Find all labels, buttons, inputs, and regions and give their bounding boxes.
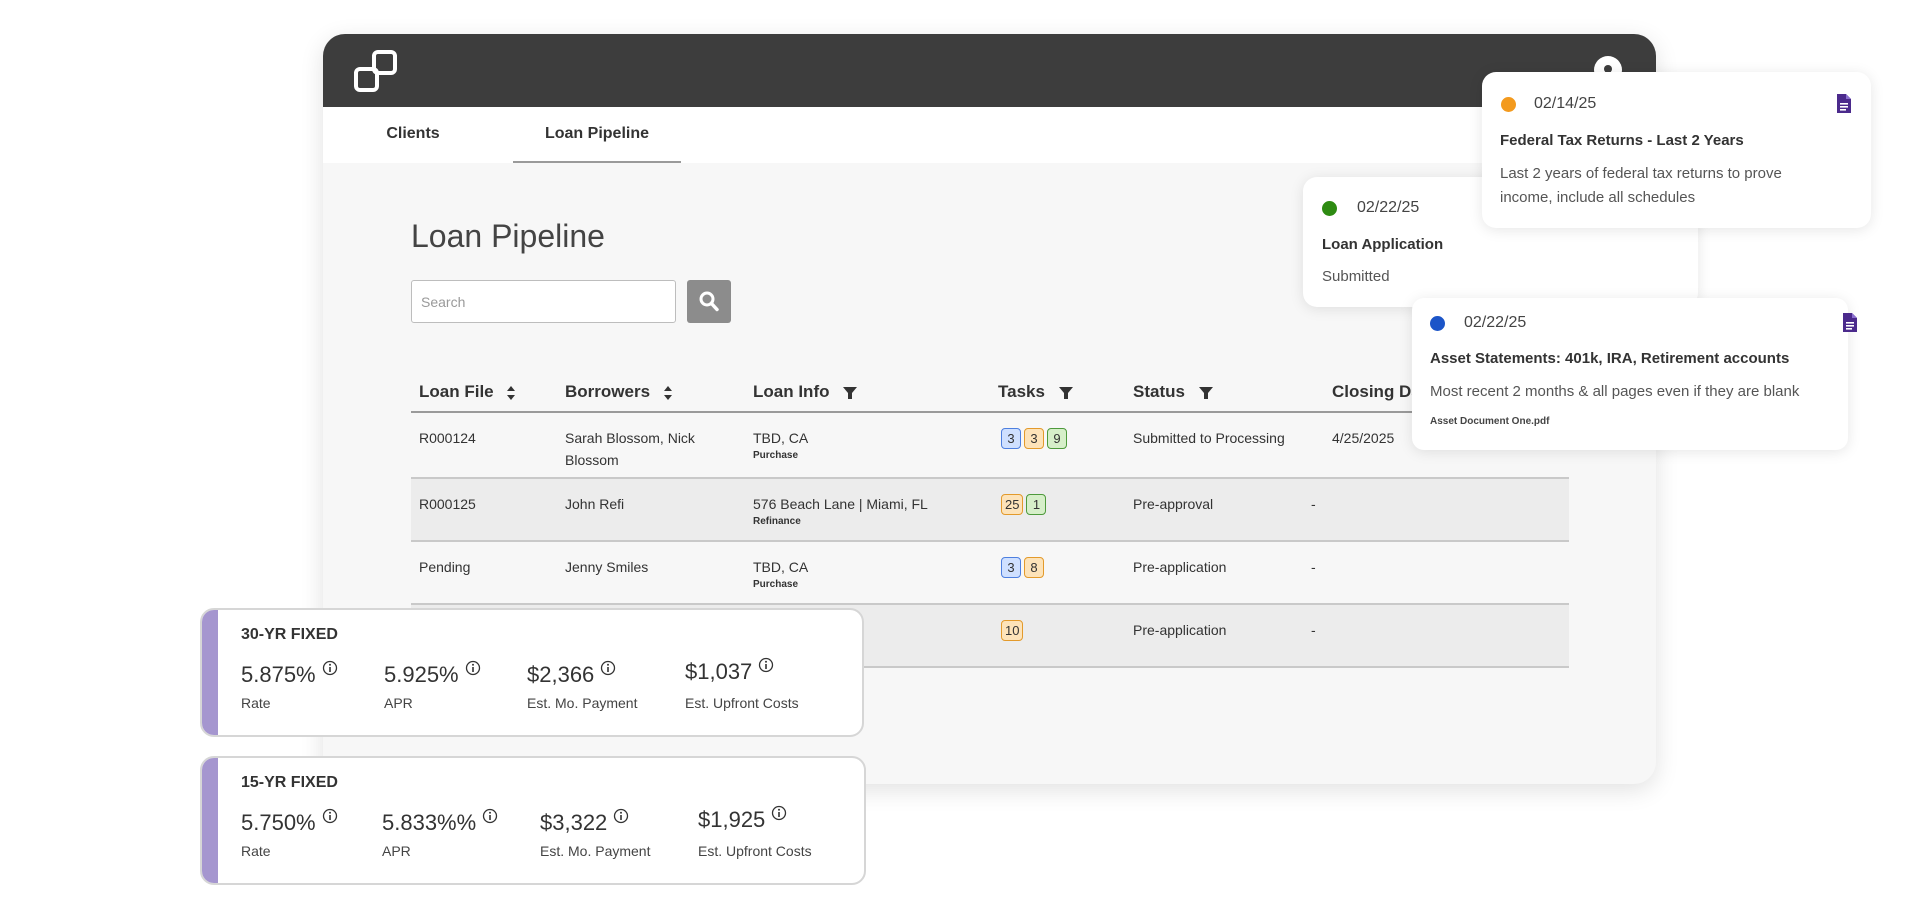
task-badge[interactable]: 3 [1001, 428, 1021, 449]
column-header-loan-info[interactable]: Loan Info [753, 382, 858, 402]
status-cell: Submitted to Processing [1133, 430, 1285, 446]
rate-card-15yr[interactable]: 15-YR FIXED 5.750% Rate 5.833%% APR $3,3… [200, 756, 866, 885]
loan-info-cell: 576 Beach Lane | Miami, FL Refinance [753, 493, 928, 529]
borrowers-cell: Jenny Smiles [565, 559, 649, 575]
task-badge[interactable]: 10 [1001, 620, 1024, 641]
status-dot-icon [1430, 316, 1445, 331]
metric-monthly-payment: $3,322 Est. Mo. Payment [540, 808, 651, 859]
column-header-closing-date[interactable]: Closing Da [1332, 382, 1421, 401]
notification-description: Most recent 2 months & all pages even if… [1430, 383, 1800, 400]
tab-bar: Clients Loan Pipeline [323, 107, 1656, 163]
info-icon[interactable] [758, 657, 774, 673]
task-badge[interactable]: 3 [1024, 428, 1044, 449]
metric-apr: 5.925% APR [384, 660, 481, 711]
info-icon[interactable] [322, 808, 338, 824]
info-icon[interactable] [322, 660, 338, 676]
notification-description: Last 2 years of federal tax returns to p… [1500, 165, 1782, 206]
search-icon [699, 291, 719, 312]
task-badge[interactable]: 25 [1001, 494, 1024, 515]
table-header: Loan File Borrowers Loan Info Tasks Stat… [411, 374, 1569, 413]
column-header-status[interactable]: Status [1133, 382, 1214, 402]
filter-icon[interactable] [1198, 386, 1214, 400]
task-badge[interactable]: 9 [1047, 428, 1067, 449]
metric-monthly-payment: $2,366 Est. Mo. Payment [527, 660, 638, 711]
sort-icon[interactable] [663, 385, 673, 401]
info-icon[interactable] [465, 660, 481, 676]
notification-card-tax-returns[interactable]: 02/14/25 Federal Tax Returns - Last 2 Ye… [1482, 72, 1871, 228]
notification-card-asset-statements[interactable]: 02/22/25 Asset Statements: 401k, IRA, Re… [1412, 298, 1857, 450]
loan-file-cell[interactable]: R000125 [419, 496, 476, 512]
loan-file-cell[interactable]: R000124 [419, 430, 476, 446]
loan-info-cell: TBD, CA Purchase [753, 556, 808, 592]
metric-rate: 5.875% Rate [241, 660, 338, 711]
column-header-borrowers[interactable]: Borrowers [565, 382, 673, 402]
page-title: Loan Pipeline [411, 218, 605, 254]
notification-date: 02/14/25 [1534, 95, 1597, 112]
task-badge[interactable]: 1 [1026, 494, 1047, 515]
metric-rate: 5.750% Rate [241, 808, 338, 859]
app-logo-icon[interactable] [353, 48, 399, 94]
task-badge[interactable]: 3 [1001, 557, 1021, 578]
accent-stripe [202, 610, 218, 735]
status-cell: Pre-application [1133, 559, 1227, 575]
sort-icon[interactable] [506, 385, 516, 401]
column-header-loan-file[interactable]: Loan File [419, 382, 516, 402]
metric-apr: 5.833%% APR [382, 808, 498, 859]
status-dot-icon [1501, 97, 1516, 112]
status-cell: Pre-approval [1133, 496, 1214, 512]
notification-title: Federal Tax Returns - Last 2 Years [1500, 132, 1744, 149]
task-badge[interactable]: 8 [1024, 557, 1044, 578]
document-icon[interactable] [1836, 93, 1852, 114]
tasks-cell: 10 [1001, 619, 1026, 641]
rate-card-title: 30-YR FIXED [241, 626, 338, 643]
column-header-tasks[interactable]: Tasks [998, 382, 1074, 402]
attachment-filename[interactable]: Asset Document One.pdf [1430, 416, 1550, 427]
table-row[interactable]: R000124 Sarah Blossom, Nick Blossom TBD,… [411, 413, 1569, 479]
loan-type: Purchase [753, 450, 799, 461]
closing-date-cell: - [1311, 496, 1316, 512]
table-row[interactable]: R000125 John Refi 576 Beach Lane | Miami… [411, 479, 1569, 542]
loan-address: 576 Beach Lane | Miami, FL [753, 496, 928, 512]
loan-info-cell: TBD, CA Purchase [753, 427, 808, 463]
tab-loan-pipeline[interactable]: Loan Pipeline [513, 107, 681, 163]
metric-upfront-costs: $1,925 Est. Upfront Costs [698, 805, 812, 859]
loan-address: TBD, CA [753, 430, 809, 446]
info-icon[interactable] [600, 660, 616, 676]
borrowers-cell: John Refi [565, 496, 625, 512]
search-input[interactable] [411, 280, 676, 323]
closing-date-cell: - [1311, 559, 1316, 575]
app-header [323, 34, 1656, 107]
loan-address: TBD, CA [753, 559, 809, 575]
notification-title: Asset Statements: 401k, IRA, Retirement … [1430, 350, 1790, 367]
loan-type: Refinance [753, 516, 801, 527]
filter-icon[interactable] [842, 386, 858, 400]
metric-upfront-costs: $1,037 Est. Upfront Costs [685, 657, 799, 711]
status-cell: Pre-application [1133, 622, 1227, 638]
status-dot-icon [1322, 201, 1337, 216]
info-icon[interactable] [771, 805, 787, 821]
info-icon[interactable] [613, 808, 629, 824]
notification-date: 02/22/25 [1464, 314, 1527, 331]
notification-description: Submitted [1322, 268, 1390, 285]
closing-date-cell: 4/25/2025 [1332, 430, 1395, 446]
loan-type: Purchase [753, 579, 799, 590]
search-button[interactable] [687, 280, 731, 323]
filter-icon[interactable] [1058, 386, 1074, 400]
borrowers-cell: Sarah Blossom, Nick Blossom [565, 430, 695, 468]
tab-clients[interactable]: Clients [386, 125, 440, 142]
document-icon[interactable] [1842, 312, 1858, 333]
rate-card-title: 15-YR FIXED [241, 774, 338, 791]
accent-stripe [202, 758, 218, 883]
notification-date: 02/22/25 [1357, 199, 1420, 216]
loan-file-cell[interactable]: Pending [419, 559, 471, 575]
tasks-cell: 25 1 [1001, 493, 1049, 515]
notification-title: Loan Application [1322, 236, 1444, 253]
rate-card-30yr[interactable]: 30-YR FIXED 5.875% Rate 5.925% APR $2,36… [200, 608, 864, 737]
closing-date-cell: - [1311, 622, 1316, 638]
info-icon[interactable] [482, 808, 498, 824]
